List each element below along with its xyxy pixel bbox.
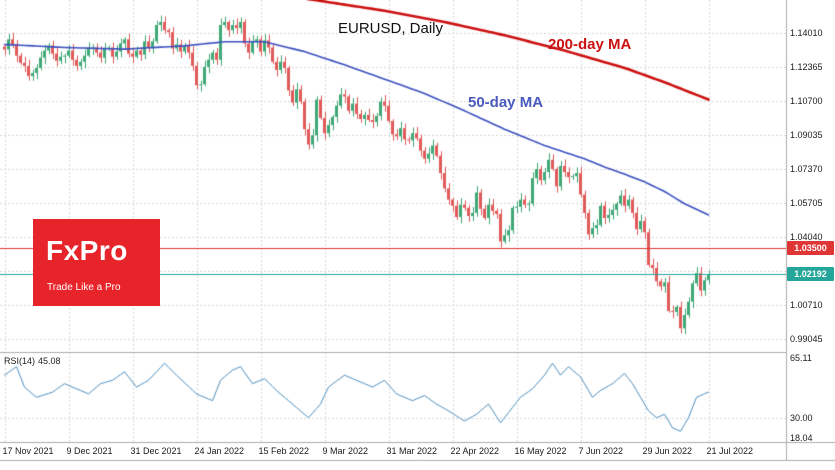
date-axis-label: 31 Dec 2021 — [130, 446, 182, 456]
price-axis-label: 1.05705 — [790, 197, 823, 208]
ma50-label: 50-day MA — [468, 94, 544, 111]
date-axis-label: 15 Feb 2022 — [258, 446, 310, 456]
date-axis-label: 9 Mar 2022 — [322, 446, 369, 456]
price-axis-label: 1.10700 — [790, 95, 823, 106]
price-axis-label: 1.04040 — [790, 231, 823, 242]
date-axis-label: 29 Jun 2022 — [642, 446, 693, 456]
date-axis-label: 16 May 2022 — [514, 446, 567, 456]
current-price-badge: 1.02192 — [787, 267, 834, 282]
rsi-axis-label: 65.11 — [790, 353, 812, 363]
price-axis-label: 1.07370 — [790, 163, 823, 174]
chart-title: EURUSD, Daily — [338, 20, 444, 37]
date-axis-label: 7 Jun 2022 — [578, 446, 624, 456]
rsi-axis-label: 30.00 — [790, 412, 813, 423]
ma200-label: 200-day MA — [548, 36, 632, 53]
date-axis-label: 24 Jan 2022 — [194, 446, 245, 456]
fxpro-logo: FxPro Trade Like a Pro — [33, 219, 160, 306]
rsi-name: RSI(14) — [4, 356, 36, 366]
price-axis-label: 1.14010 — [790, 28, 823, 38]
rsi-axis-label: 18.04 — [790, 433, 813, 443]
price-axis-label: 1.09035 — [790, 129, 823, 140]
fxpro-logo-tagline: Trade Like a Pro — [47, 282, 121, 293]
fxpro-logo-wordmark: FxPro — [46, 235, 128, 266]
date-axis-label: 17 Nov 2021 — [2, 446, 54, 456]
rsi-indicator-label: RSI(14) 45.08 — [4, 356, 64, 366]
date-axis-label: 9 Dec 2021 — [66, 446, 113, 456]
date-axis-label: 31 Mar 2022 — [386, 446, 438, 456]
alert-price-badge: 1.03500 — [787, 240, 834, 255]
date-axis-label: 22 Apr 2022 — [450, 446, 500, 456]
price-axis-label: 1.12365 — [790, 61, 823, 72]
date-axis-label: 21 Jul 2022 — [706, 446, 754, 456]
price-axis-label: 1.00710 — [790, 299, 823, 310]
rsi-value: 45.08 — [38, 356, 61, 366]
price-axis-label: 0.99045 — [790, 333, 823, 344]
